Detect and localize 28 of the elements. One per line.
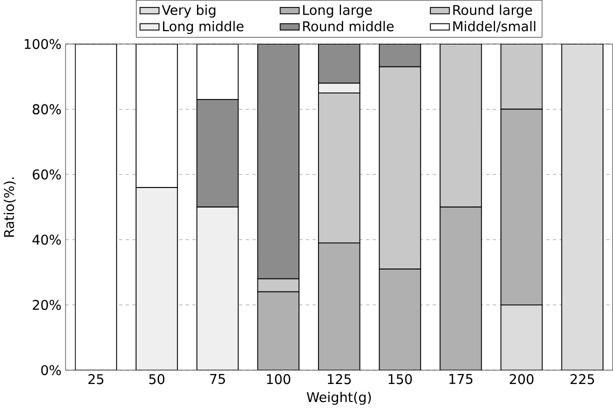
y-tick-label: 100% — [24, 39, 61, 50]
legend-label: Round middle — [303, 21, 394, 32]
legend-label: Round large — [453, 4, 532, 18]
bar — [378, 44, 422, 68]
y-axis-title: Ratio(%). — [4, 178, 16, 237]
bar — [196, 99, 239, 208]
bar — [500, 304, 543, 370]
bar — [318, 44, 360, 84]
x-axis-title: Weight(g) — [306, 392, 371, 406]
legend-label: Long large — [303, 4, 372, 18]
legend-label: Very big — [162, 4, 216, 18]
x-tick-label: 175 — [449, 374, 472, 384]
x-tick-label: 150 — [388, 374, 412, 384]
x-tick-label: 50 — [149, 374, 164, 384]
y-tick-label: 80% — [32, 104, 61, 115]
x-tick-label: 125 — [328, 374, 351, 384]
x-tick-label: 200 — [510, 374, 534, 384]
y-tick-label: 60% — [32, 170, 61, 180]
y-tick-label: 40% — [32, 234, 61, 245]
bar — [561, 44, 604, 370]
x-tick-label: 100 — [267, 374, 290, 384]
legend-label: Middel/small — [453, 21, 536, 33]
y-tick-label: 0% — [41, 365, 61, 376]
legend-label: Long middle — [163, 21, 244, 34]
x-tick-label: 75 — [210, 374, 225, 384]
y-tick-label: 20% — [32, 300, 61, 310]
x-tick-label: 25 — [88, 374, 104, 384]
x-tick-label: 225 — [570, 374, 594, 384]
